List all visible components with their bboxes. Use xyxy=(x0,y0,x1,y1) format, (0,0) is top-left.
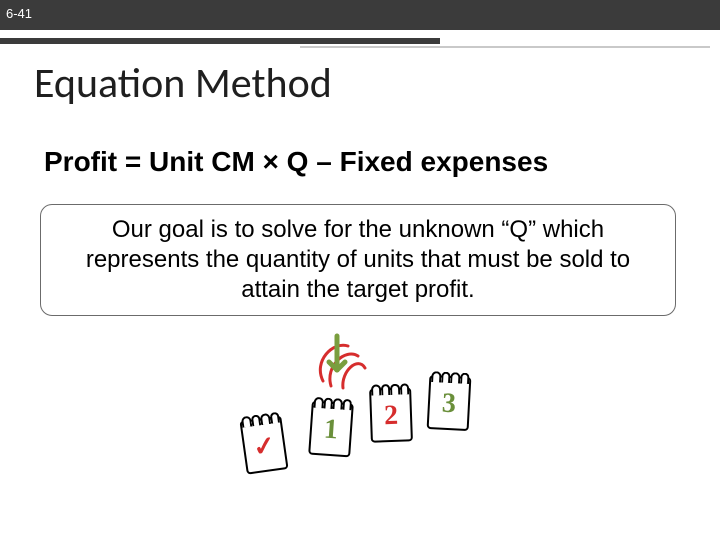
slide-title: Equation Method xyxy=(34,58,332,109)
goal-box: Our goal is to solve for the unknown “Q”… xyxy=(40,204,676,316)
rule-light xyxy=(300,46,710,48)
card-2: 2 xyxy=(369,387,413,442)
card-2-glyph: 2 xyxy=(371,399,410,432)
card-1-glyph: 1 xyxy=(311,413,351,448)
rule-dark xyxy=(0,38,440,44)
header-bar: 6-41 xyxy=(0,0,720,30)
card-check: ✓ xyxy=(239,415,288,474)
card-check-glyph: ✓ xyxy=(243,429,285,464)
slide: 6-41 Equation Method Profit = Unit CM × … xyxy=(0,0,720,540)
card-3-glyph: 3 xyxy=(429,387,469,421)
card-3: 3 xyxy=(427,375,472,431)
card-1: 1 xyxy=(308,401,354,458)
calendar-cards-illustration: ✓ 1 2 3 xyxy=(225,330,495,490)
goal-text: Our goal is to solve for the unknown “Q”… xyxy=(86,216,630,303)
equation-text: Profit = Unit CM × Q – Fixed expenses xyxy=(44,146,548,178)
page-number: 6-41 xyxy=(6,6,32,21)
